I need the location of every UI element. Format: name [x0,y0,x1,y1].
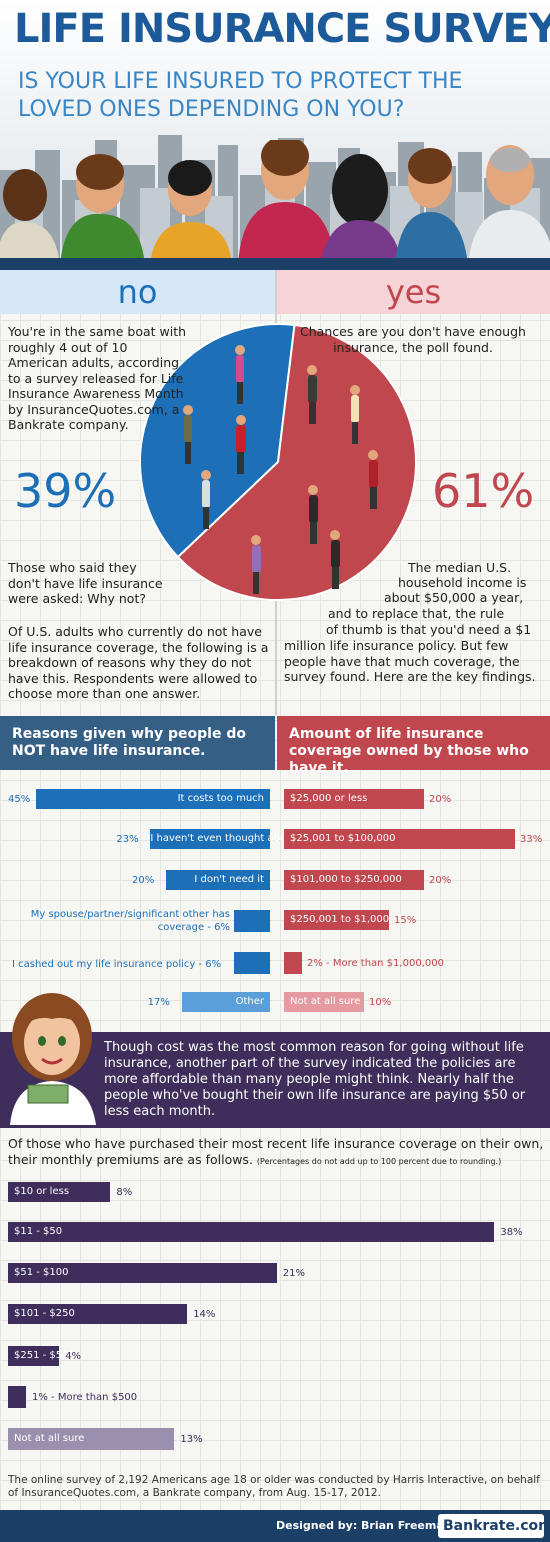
coverage-bar-label: Not at all sure [290,996,361,1007]
no-reasons-text: Of U.S. adults who currently do not have… [8,624,269,701]
reason-value: My spouse/partner/significant other has … [30,909,230,933]
no-intro-text: You're in the same boat with roughly 4 o… [8,324,187,432]
premium-bar-50: $11 - $50 [8,1222,495,1242]
reason-value: 23% [116,834,139,845]
premium-value: 13% [180,1434,203,1445]
no-percent: 39% [14,464,117,518]
no-column-header: no [0,270,275,314]
no-label: no [117,273,158,311]
premium-intro-text: Of those who have purchased their most r… [8,1136,544,1167]
premium-value: 1% - More than $500 [32,1392,138,1403]
reason-value: 45% [8,794,31,805]
designer-credit: Designed by: Brian Freeman [276,1519,452,1532]
coverage-bar-label: $25,000 or less [290,793,368,804]
premium-bar-10: $10 or less [8,1182,111,1202]
coverage-bar-label: $250,001 to $1,000,000 [290,914,412,925]
coverage-bar-label: $101,000 to $250,000 [290,874,402,885]
bankrate-logo: Bankrate.com [438,1514,550,1538]
reason-bar-other: Other [181,992,270,1012]
reason-bar-label: I haven't even thought about it [150,833,307,844]
yes-median-line-3: about $50,000 a year, [384,590,524,605]
coverage-bar-label: $25,001 to $100,000 [290,833,396,844]
premium-bar-label: $251 - $500 [14,1350,75,1361]
premium-bar-250: $101 - $250 [8,1304,188,1324]
yes-median-line-5: of thumb is that you'd need a $1 [326,622,532,637]
woman-with-money-illustration [10,993,96,1125]
reason-bar-label: Other [235,996,264,1007]
reason-value: I cashed out my life insurance policy - … [12,959,222,970]
no-why-text: Those who said they don't have life insu… [8,560,163,606]
coverage-value: 33% [520,834,543,845]
yes-median-line-2: household income is [398,575,527,590]
yes-column-header: yes [277,270,550,314]
premium-bar-label: Not at all sure [14,1433,85,1444]
coverage-value: 20% [429,794,452,805]
premium-intro: Of those who have purchased their most r… [8,1136,548,1169]
coverage-bar-1m: $250,001 to $1,000,000 [284,910,412,930]
coverage-bar-not-sure: Not at all sure [284,992,364,1012]
yes-median-line-4: and to replace that, the rule [328,606,505,621]
pie-chart [139,323,417,601]
yes-intro-text: Chances are you don't have enough insura… [300,324,526,355]
premium-value: 38% [500,1227,523,1238]
pie-slice-no [139,323,296,559]
coverage-value: 20% [429,875,452,886]
coverage-bar-100k: $25,001 to $100,000 [284,829,515,849]
premium-note: (Percentages do not add up to 100 percen… [256,1156,502,1166]
premium-bar-over-500 [8,1386,26,1408]
reason-bar-cashed-out [234,952,270,974]
people-crowd-illustration [0,140,550,265]
premium-value: 4% [65,1351,82,1362]
premium-value: 21% [282,1268,306,1279]
survey-footnote: The online survey of 2,192 Americans age… [8,1474,540,1499]
reason-bar-dont-need: I don't need it [166,870,270,890]
reason-bar-label: I don't need it [194,874,264,885]
premium-bar-label: $51 - $100 [14,1267,69,1278]
coverage-value: 10% [369,997,392,1008]
reason-bar-spouse [234,910,270,932]
yes-median-line-1: The median U.S. [408,560,512,575]
reason-bar-label: It costs too much [177,793,264,804]
people-figures [183,345,378,594]
premium-bar-100: $51 - $100 [8,1263,277,1283]
reason-bar-not-thought: I haven't even thought about it [150,829,307,849]
yes-percent: 61% [432,464,535,518]
coverage-section-header: Amount of life insurance coverage owned … [277,716,550,776]
header: LIFE INSURANCE SURVEY IS YOUR LIFE INSUR… [0,0,550,265]
page-title: LIFE INSURANCE SURVEY [14,6,550,52]
reason-bar-cost: It costs too much [36,789,270,809]
cost-callout-text: Though cost was the most common reason f… [104,1040,526,1119]
reasons-section-header: Reasons given why people do NOT have lif… [0,716,275,770]
yes-label: yes [385,273,442,311]
coverage-value: 15% [394,915,417,926]
premium-value: 14% [193,1309,216,1320]
premium-bar-not-sure: Not at all sure [8,1428,175,1450]
coverage-bar-over-1m [284,952,302,974]
premium-value: 8% [116,1187,133,1198]
reason-value: 17% [147,997,170,1008]
coverage-bar-25k: $25,000 or less [284,789,424,809]
premium-bar-500: $251 - $500 [8,1346,75,1366]
reason-value: 20% [132,875,155,886]
page-subtitle: IS YOUR LIFE INSURED TO PROTECT THE LOVE… [18,69,463,122]
coverage-bar-250k: $101,000 to $250,000 [284,870,424,890]
footer: Designed by: Brian Freeman Bankrate.com [0,1510,550,1542]
premium-bar-label: $101 - $250 [14,1308,75,1319]
header-band [0,258,550,270]
premium-bar-label: $11 - $50 [14,1226,63,1237]
bankrate-logo-text: Bankrate.com [443,1518,550,1534]
coverage-value: 2% - More than $1,000,000 [307,958,444,969]
premium-bar-label: $10 or less [14,1186,70,1197]
yes-key-text: million life insurance policy. But few p… [284,638,536,684]
